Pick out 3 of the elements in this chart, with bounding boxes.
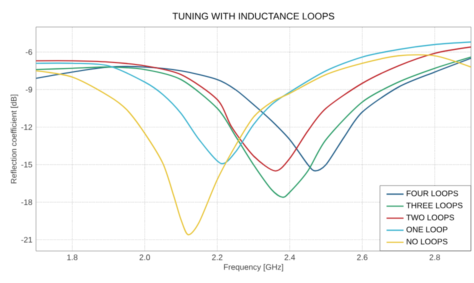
line-series bbox=[36, 54, 472, 236]
line-series bbox=[36, 56, 472, 198]
chart-title: TUNING WITH INDUCTANCE LOOPS bbox=[172, 12, 334, 20]
